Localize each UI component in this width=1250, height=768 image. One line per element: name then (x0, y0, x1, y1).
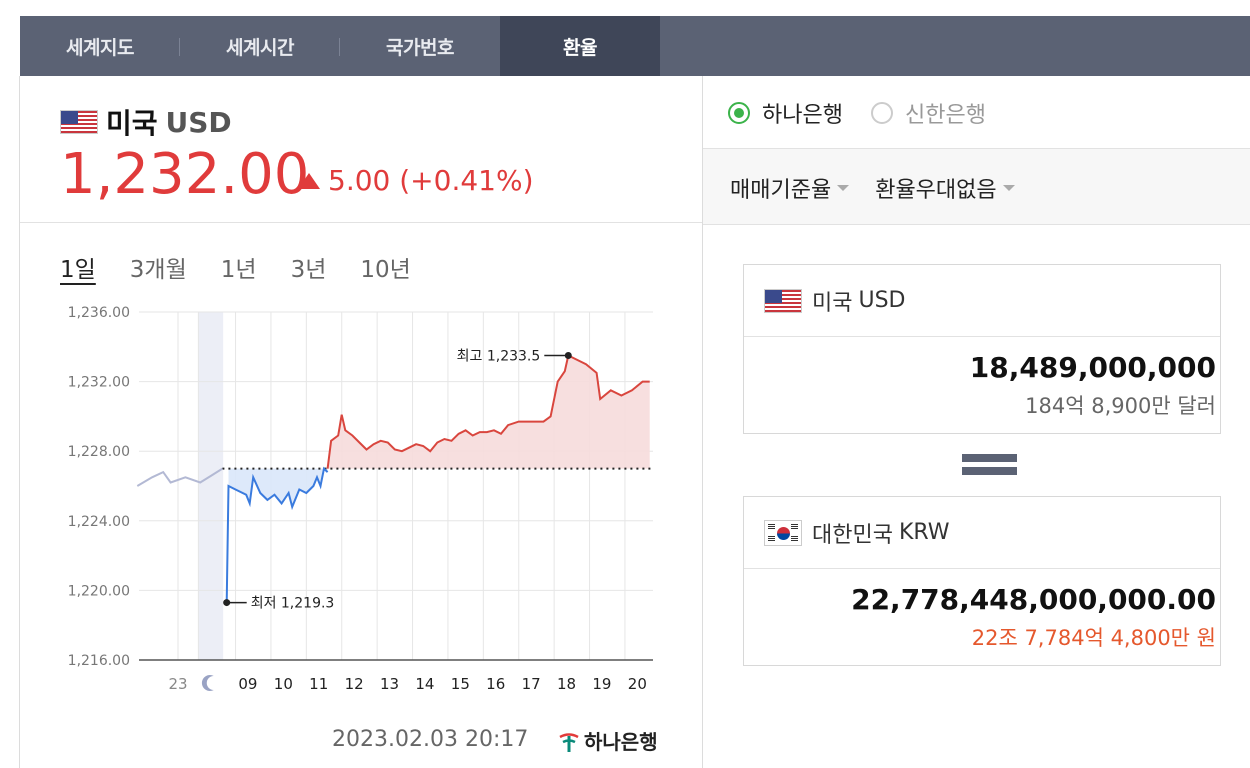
us-flag-icon (60, 110, 98, 134)
bank-option-hana[interactable]: 하나은행 (728, 97, 843, 129)
y-tick-label: 1,232.00 (68, 375, 130, 391)
series-line-previous-day (136, 467, 223, 487)
from-currency-name: 미국 (812, 290, 853, 316)
bank-logo-text: 하나은행 (584, 730, 658, 754)
period-tabs: 1일 3개월 1년 3년 10년 (60, 250, 411, 284)
to-currency-name: 대한민국 (812, 522, 893, 548)
x-tick-label: 10 (274, 675, 293, 693)
panel-border-left (19, 76, 20, 768)
panel-divider (702, 76, 703, 768)
tab-label: 환율 (563, 36, 597, 59)
y-tick-label: 1,228.00 (68, 444, 130, 460)
annotation-label-low: 최저 1,219.3 (251, 596, 335, 612)
series-line-above (326, 354, 650, 469)
period-3-years[interactable]: 3년 (290, 257, 327, 283)
x-tick-label: 15 (451, 675, 470, 693)
tab-country-code[interactable]: 국가번호 (340, 16, 500, 76)
up-triangle-icon (298, 172, 320, 189)
tab-world-map[interactable]: 세계지도 (20, 16, 180, 76)
tab-label: 국가번호 (386, 36, 454, 59)
x-tick-label: 13 (380, 675, 399, 693)
x-tick-label: 12 (345, 675, 364, 693)
x-tick-label: 23 (168, 675, 187, 693)
period-1-day[interactable]: 1일 (60, 257, 96, 283)
rate-type-dropdown[interactable]: 매매기준율 (730, 172, 850, 204)
y-tick-label: 1,236.00 (68, 305, 130, 321)
tab-world-time[interactable]: 세계시간 (180, 16, 340, 76)
updated-timestamp: 2023.02.03 20:17 (332, 727, 529, 752)
from-amount-words: 184억 8,900만 달러 (1025, 394, 1216, 418)
below-baseline-fill (228, 468, 328, 507)
currency-title: 미국 USD (60, 102, 232, 142)
to-amount-field: 22,778,448,000,000.00 22조 7,784억 4,800만 … (744, 583, 1220, 652)
period-10-years[interactable]: 10년 (360, 257, 411, 283)
from-currency-selector[interactable]: 미국 USD (744, 265, 1220, 337)
series-line-below (225, 466, 329, 603)
x-tick-label: 19 (592, 675, 611, 693)
currency-code: USD (165, 105, 232, 139)
x-tick-label: 20 (628, 675, 647, 693)
header-divider (20, 222, 702, 223)
y-tick-label: 1,220.00 (68, 583, 130, 599)
y-tick-label: 1,216.00 (68, 653, 130, 669)
from-amount: 18,489,000,000 (969, 351, 1216, 384)
rate-type-value: 매매기준율 (730, 178, 832, 203)
x-tick-label: 18 (557, 675, 576, 693)
tab-exchange-rate[interactable]: 환율 (500, 16, 660, 76)
annotation-dot-high (564, 352, 572, 359)
from-currency-box: 미국 USD 18,489,000,000 184억 8,900만 달러 (743, 264, 1221, 434)
x-tick-label: 11 (309, 675, 328, 693)
annotation-label-high: 최고 1,233.5 (457, 349, 541, 365)
options-bar (703, 149, 1250, 224)
equals-icon (962, 452, 1017, 476)
to-amount: 22,778,448,000,000.00 (851, 583, 1216, 616)
bank-selector: 하나은행 신한은행 (728, 97, 986, 129)
annotation-dot-low (223, 599, 231, 607)
x-tick-label: 09 (238, 675, 257, 693)
divider (703, 148, 1250, 149)
options-dropdowns: 매매기준율 환율우대없음 (730, 172, 1015, 204)
to-amount-words: 22조 7,784억 4,800만 원 (971, 626, 1216, 650)
caret-down-icon (837, 185, 850, 191)
tab-label: 세계시간 (226, 36, 294, 59)
period-3-months[interactable]: 3개월 (129, 257, 187, 283)
from-amount-field[interactable]: 18,489,000,000 184억 8,900만 달러 (744, 351, 1220, 420)
period-1-year[interactable]: 1년 (220, 257, 257, 283)
current-rate: 1,232.00 (60, 142, 310, 207)
radio-selected-icon (728, 102, 750, 124)
bank-option-label: 신한은행 (904, 103, 986, 128)
x-tick-label: 14 (415, 675, 434, 693)
top-tabbar: 세계지도 세계시간 국가번호 환율 (20, 16, 1250, 76)
bank-option-shinhan[interactable]: 신한은행 (870, 97, 986, 129)
kr-flag-icon (764, 519, 802, 546)
rate-change-value: 5.00 (+0.41%) (328, 164, 534, 197)
divider (703, 224, 1250, 225)
radio-unselected-icon (870, 102, 893, 124)
x-tick-label: 16 (486, 675, 505, 693)
y-tick-label: 1,224.00 (68, 514, 130, 530)
night-shade (198, 312, 224, 660)
bank-logo: 하나은행 (556, 726, 658, 755)
to-currency-box: 대한민국 KRW 22,778,448,000,000.00 22조 7,784… (743, 496, 1221, 666)
bank-option-label: 하나은행 (762, 103, 843, 128)
tab-label: 세계지도 (66, 36, 134, 59)
preference-value: 환율우대없음 (875, 178, 997, 203)
caret-down-icon (1002, 185, 1015, 191)
rate-chart-svg: 1,236.00 1,232.00 1,228.00 1,224.00 1,220.00… (68, 305, 653, 693)
us-flag-icon (764, 288, 802, 313)
to-currency-code: KRW (898, 520, 950, 545)
preference-dropdown[interactable]: 환율우대없음 (875, 172, 1015, 204)
from-currency-code: USD (858, 288, 906, 313)
currency-name: 미국 (106, 107, 158, 140)
rate-change: 5.00 (+0.41%) (298, 164, 534, 197)
rate-chart: 1,236.00 1,232.00 1,228.00 1,224.00 1,220.00… (50, 295, 670, 709)
x-tick-label: 17 (522, 675, 541, 693)
moon-icon (201, 675, 214, 691)
hana-logo-icon (559, 732, 579, 752)
to-currency-selector[interactable]: 대한민국 KRW (744, 497, 1220, 569)
above-baseline-fill (327, 355, 650, 469)
